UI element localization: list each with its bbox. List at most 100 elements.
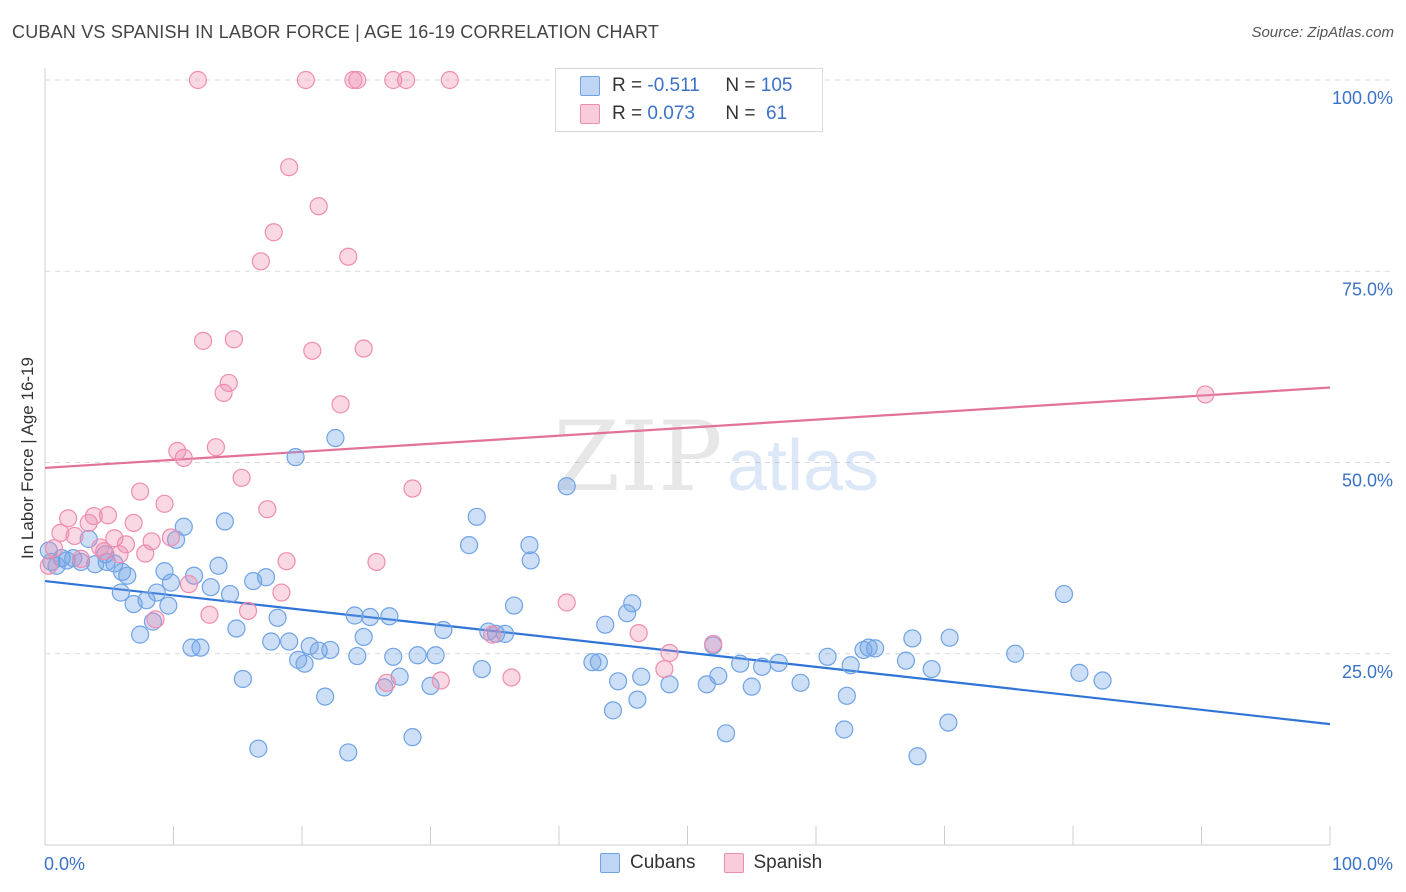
point-spanish [142, 532, 161, 551]
legend-n-label: N = [725, 103, 761, 124]
point-spanish [303, 341, 322, 360]
point-cubans [1070, 663, 1089, 682]
point-spanish [146, 610, 165, 629]
point-spanish [251, 252, 270, 271]
point-spanish [403, 479, 422, 498]
point-cubans [295, 654, 314, 673]
point-spanish [110, 545, 129, 564]
point-spanish [704, 634, 723, 653]
point-cubans [262, 632, 281, 651]
point-cubans [791, 673, 810, 692]
tick-labels: 25.0% 50.0% 75.0% 100.0% 0.0% 100.0% [44, 88, 1393, 874]
point-spanish [367, 552, 386, 572]
y-axis-label: In Labor Force | Age 16-19 [18, 357, 37, 559]
point-cubans [557, 477, 576, 496]
point-cubans [709, 666, 728, 686]
point-spanish [65, 526, 84, 546]
y-tick-label: 75.0% [1342, 279, 1393, 299]
point-spanish [272, 583, 291, 602]
point-cubans [408, 646, 427, 665]
trendline-spanish [44, 386, 1331, 469]
point-cubans [628, 690, 647, 709]
point-cubans [603, 701, 623, 720]
watermark-zip: ZIP [553, 401, 722, 513]
legend-item-cubans: Cubans [600, 852, 696, 874]
point-spanish [130, 482, 150, 501]
point-cubans [940, 628, 959, 647]
legend-label-cubans: Cubans [630, 852, 696, 873]
point-spanish [440, 70, 459, 90]
point-cubans [249, 739, 268, 758]
point-cubans [174, 517, 193, 536]
point-spanish [39, 556, 58, 575]
point-cubans [426, 646, 445, 665]
point-cubans [300, 636, 319, 656]
point-spanish [309, 197, 328, 216]
point-spanish [174, 448, 193, 468]
point-spanish [232, 468, 251, 487]
y-tick-label: 100.0% [1332, 88, 1393, 108]
point-spanish [1196, 385, 1215, 404]
x-tick-label: 0.0% [44, 854, 85, 874]
point-spanish [431, 671, 450, 690]
point-cubans [504, 596, 524, 615]
point-spanish [214, 383, 233, 402]
point-spanish [155, 494, 174, 513]
point-spanish [161, 528, 181, 547]
point-spanish [264, 223, 283, 242]
point-cubans [316, 687, 335, 706]
point-cubans [459, 536, 479, 555]
point-spanish [258, 500, 277, 519]
legend-swatch-cubans [580, 76, 600, 96]
point-spanish [59, 509, 78, 528]
point-spanish [124, 513, 143, 533]
point-cubans [421, 676, 440, 695]
data-points [39, 70, 1215, 766]
correlation-legend: R = -0.511 N = 105 R = 0.073 N = 61 [555, 68, 823, 132]
point-cubans [1054, 584, 1074, 604]
legend-swatch-spanish [580, 104, 600, 124]
point-spanish [224, 330, 243, 349]
point-cubans [403, 728, 422, 747]
point-cubans [268, 608, 287, 627]
y-tick-label: 25.0% [1342, 662, 1393, 682]
point-cubans [731, 654, 750, 673]
point-spanish [280, 158, 299, 177]
series-legend: Cubans Spanish [600, 852, 850, 874]
point-cubans [623, 594, 642, 613]
point-cubans [348, 646, 367, 666]
point-spanish [95, 542, 114, 561]
point-cubans [521, 551, 540, 570]
point-cubans [118, 566, 137, 585]
point-cubans [609, 672, 628, 691]
point-spanish [105, 529, 124, 548]
point-spanish [502, 668, 521, 687]
point-cubans [286, 448, 305, 467]
point-cubans [866, 639, 885, 658]
point-cubans [835, 720, 854, 739]
point-cubans [143, 612, 163, 631]
point-cubans [841, 656, 860, 675]
point-cubans [326, 428, 345, 448]
legend-item-spanish: Spanish [723, 852, 822, 874]
legend-row-cubans: R = -0.511 N = 105 [580, 73, 792, 99]
point-cubans [837, 686, 856, 705]
chart-title: CUBAN VS SPANISH IN LABOR FORCE | AGE 16… [12, 22, 660, 42]
point-spanish [483, 625, 502, 644]
grid-lines [45, 79, 1390, 655]
axes [44, 68, 1331, 846]
point-cubans [384, 647, 403, 666]
point-cubans [209, 556, 228, 575]
point-cubans [137, 591, 156, 610]
point-cubans [256, 568, 276, 587]
point-spanish [200, 605, 219, 624]
point-cubans [280, 632, 299, 651]
point-cubans [618, 604, 637, 623]
point-spanish [277, 552, 296, 571]
point-spanish [331, 395, 350, 414]
source-label: Source: ZipAtlas.com [1251, 24, 1394, 41]
point-spanish [348, 70, 367, 90]
point-spanish [116, 535, 136, 554]
point-cubans [716, 724, 736, 743]
